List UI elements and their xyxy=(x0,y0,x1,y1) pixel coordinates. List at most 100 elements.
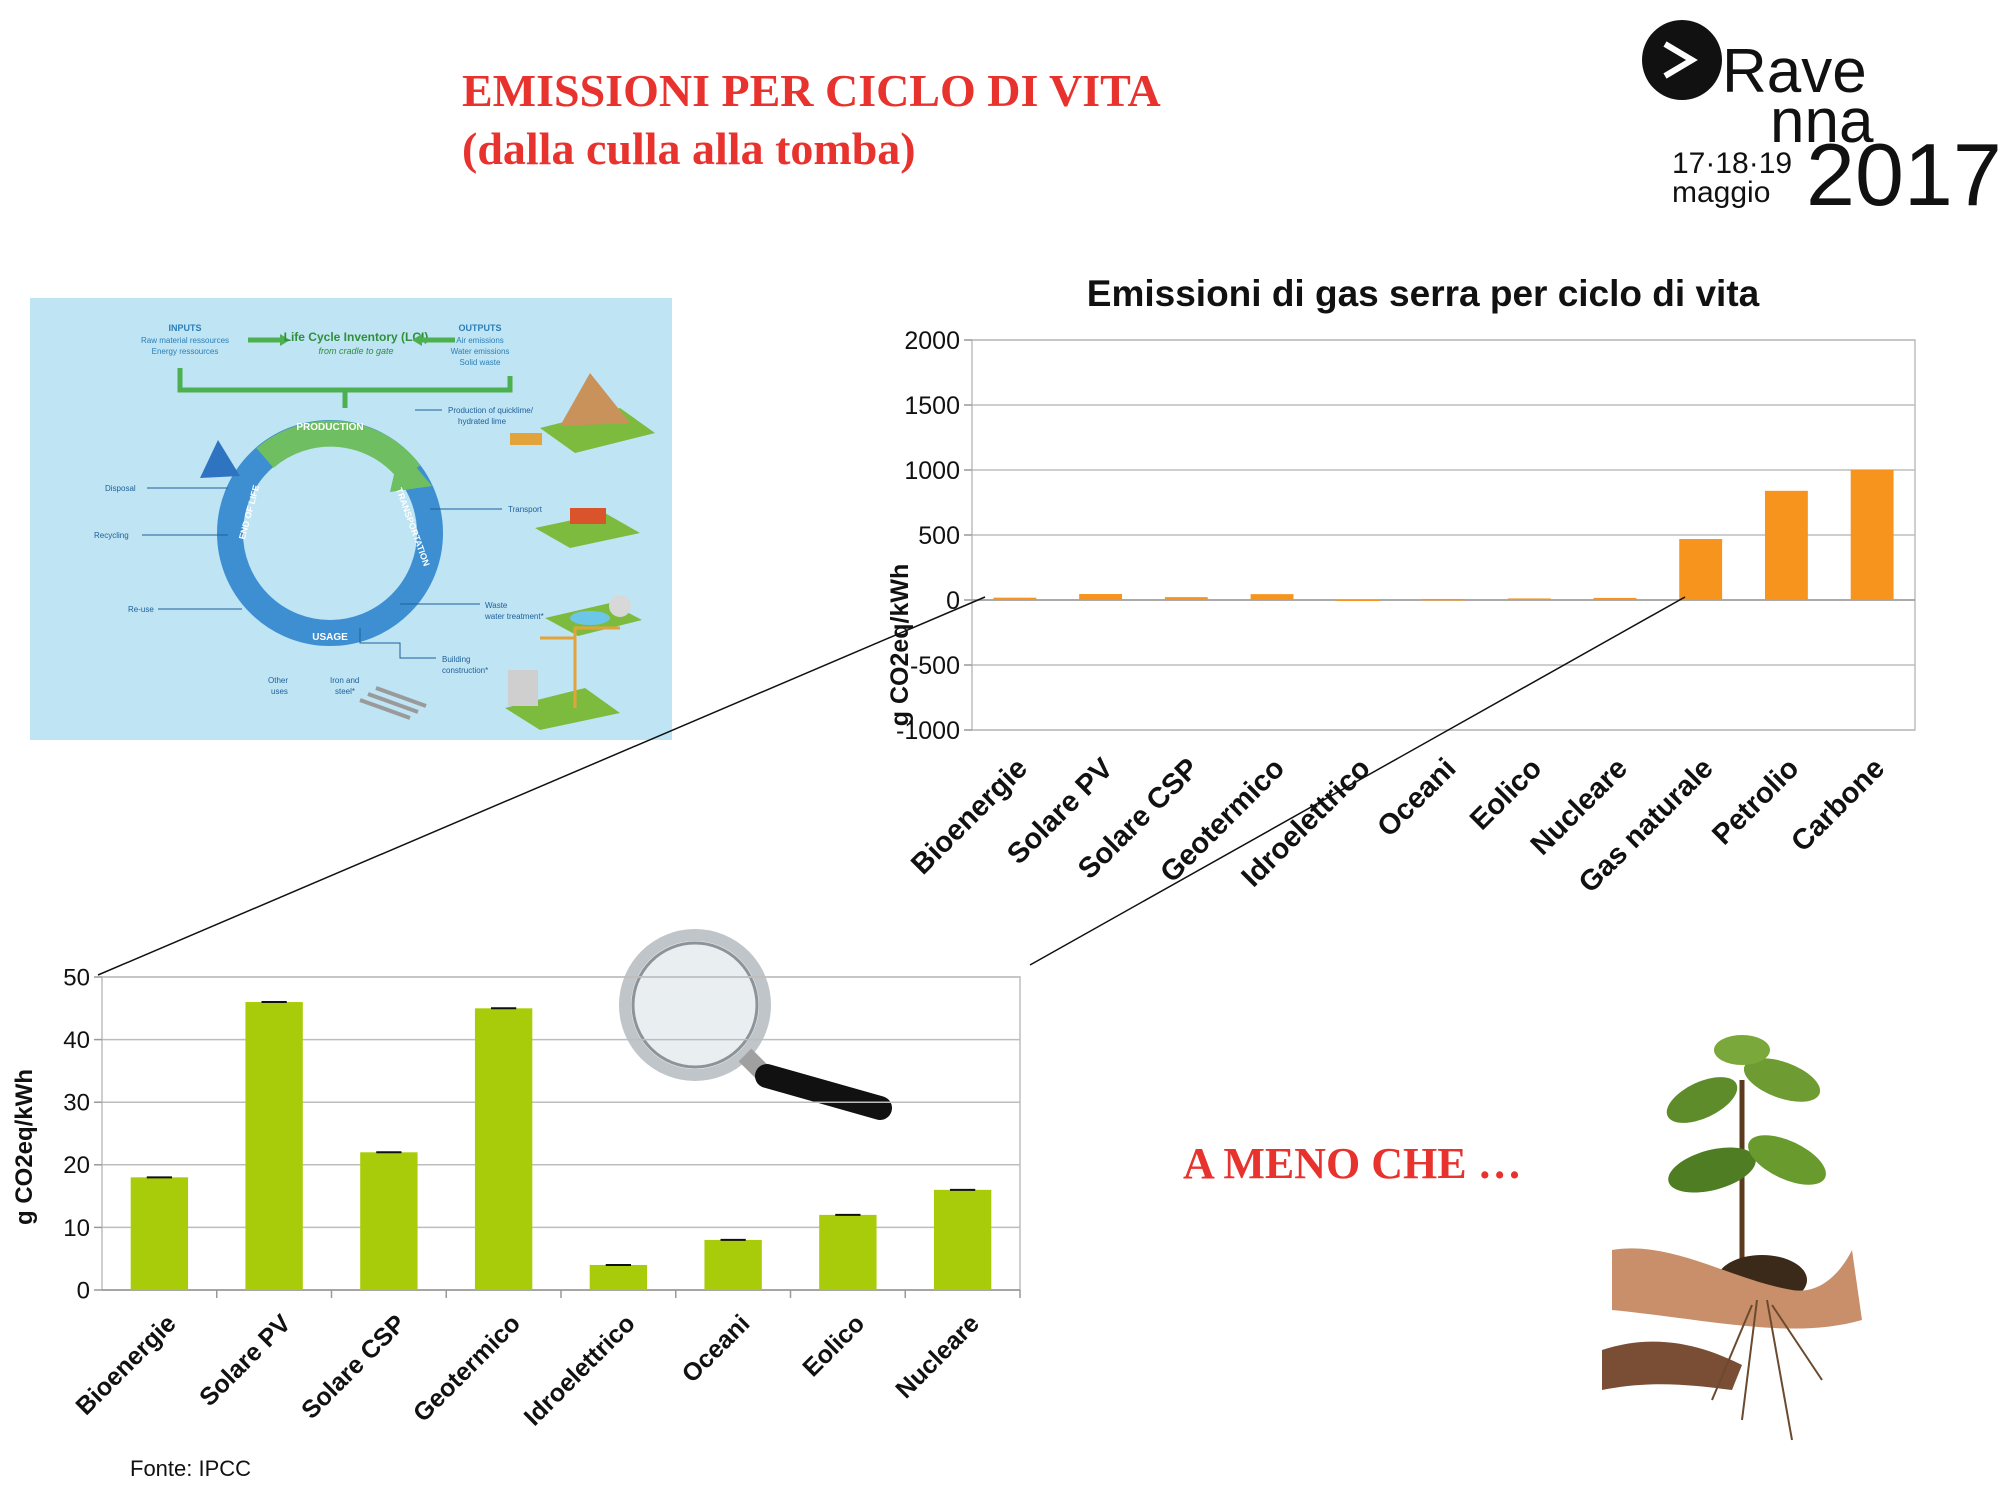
bar xyxy=(1507,598,1551,600)
y-tick-label: 0 xyxy=(946,587,960,615)
logo-month: maggio xyxy=(1672,176,1770,209)
label-disposal: Disposal xyxy=(105,484,136,493)
slide-title: EMISSIONI PER CICLO DI VITA (dalla culla… xyxy=(462,62,1161,178)
leader-lines-right xyxy=(359,409,502,659)
lci-subtitle: from cradle to gate xyxy=(318,346,393,356)
label-other: Other xyxy=(268,676,288,685)
label-water-treatment: water treatment* xyxy=(484,612,544,621)
bar xyxy=(1850,469,1894,600)
transport-truck-icon xyxy=(570,508,606,524)
y-tick-label: 0 xyxy=(77,1277,90,1304)
chart-title: Emissioni di gas serra per ciclo di vita xyxy=(1087,273,1760,314)
label-transport: Transport xyxy=(508,505,543,514)
stage-usage: USAGE xyxy=(312,632,348,643)
x-tick-label: Solare CSP xyxy=(296,1309,411,1424)
logo-circle xyxy=(1642,20,1722,100)
source-note: Fonte: IPCC xyxy=(130,1456,252,1481)
label-building: Building xyxy=(442,655,470,664)
y-tick-label: 30 xyxy=(63,1090,90,1117)
truck-icon xyxy=(510,433,542,445)
bar xyxy=(1593,597,1637,600)
chart-bars xyxy=(993,469,1894,601)
bar xyxy=(1764,490,1808,600)
outputs-line-1: Air emissions xyxy=(456,336,504,345)
building-tile xyxy=(505,688,620,730)
y-tick-label: 1500 xyxy=(904,392,960,420)
y-axis-label: g CO2eq/kWh xyxy=(11,1069,38,1225)
stage-production: PRODUCTION xyxy=(296,422,363,433)
label-recycling: Recycling xyxy=(94,531,129,540)
chevron-right-icon xyxy=(1663,41,1698,79)
water-basin-icon xyxy=(570,611,610,625)
emissions-chart-full: Emissioni di gas serra per ciclo di vita… xyxy=(886,273,1916,899)
y-tick-labels: 0 10 20 30 40 50 xyxy=(63,964,90,1304)
y-tick-label: 1000 xyxy=(904,457,960,485)
emissions-chart-renewables: 0 10 20 30 40 50 Bioenergie Solare PV Solare CS… xyxy=(11,964,1021,1431)
lci-title: Life Cycle Inventory (LCI) xyxy=(284,330,429,344)
y-axis-label: g CO2eq/kWh xyxy=(886,564,914,727)
outputs-title: OUTPUTS xyxy=(458,323,501,333)
bar xyxy=(245,1002,303,1290)
label-waste: Waste xyxy=(485,601,508,610)
y-tick-label: -500 xyxy=(910,652,960,680)
crane-icon xyxy=(540,626,620,708)
title-line-1: EMISSIONI PER CICLO DI VITA xyxy=(462,65,1161,116)
chart-grid xyxy=(94,976,1021,1298)
label-construction: construction* xyxy=(442,666,488,675)
bar xyxy=(589,1264,648,1290)
ravenna-2017-logo: Rave nna 17·18·19 maggio 2017 xyxy=(1642,20,2000,220)
road-tile xyxy=(535,513,640,548)
bar xyxy=(1679,539,1723,600)
end-of-life-arrow-icon xyxy=(200,440,240,478)
chart-grid xyxy=(964,339,1916,731)
title-line-2: (dalla culla alla tomba) xyxy=(462,123,916,174)
x-tick-label: Eolico xyxy=(797,1309,870,1382)
silo-icon xyxy=(609,595,631,617)
y-tick-label: 50 xyxy=(63,964,90,991)
x-tick-label: Bioenergie xyxy=(70,1309,181,1420)
bar xyxy=(993,597,1037,600)
plot-frame xyxy=(101,976,1021,1291)
inputs-line-1: Raw material ressources xyxy=(141,336,229,345)
zoom-line-left xyxy=(97,596,986,976)
outputs-line-2: Water emissions xyxy=(451,347,510,356)
y-tick-label: -1000 xyxy=(896,717,960,745)
logo-word-1: Rave xyxy=(1722,37,1867,106)
y-tick-label: 40 xyxy=(63,1027,90,1054)
production-arc xyxy=(256,420,421,482)
quarry-icon xyxy=(560,373,630,426)
y-tick-label: 2000 xyxy=(904,327,960,355)
label-uses: uses xyxy=(271,687,288,696)
call-to-action-text: A MENO CHE … xyxy=(1183,1139,1522,1188)
logo-dates: 17·18·19 xyxy=(1672,147,1792,180)
bar xyxy=(1336,599,1380,601)
bar xyxy=(1422,598,1465,601)
production-arrow-icon xyxy=(390,448,432,492)
bar xyxy=(933,1189,992,1290)
logo-word-2: nna xyxy=(1770,87,1874,156)
label-iron: Iron and xyxy=(330,676,359,685)
leader-lines-left xyxy=(142,487,242,610)
x-tick-label: Oceani xyxy=(677,1309,756,1388)
bar xyxy=(819,1214,877,1290)
y-tick-label: 20 xyxy=(63,1152,90,1179)
chart-bars xyxy=(130,1001,992,1290)
arrow-head-icon xyxy=(280,334,290,346)
y-tick-label: 10 xyxy=(63,1215,90,1242)
label-reuse: Re-use xyxy=(128,605,154,614)
steel-beams-icon xyxy=(359,686,427,720)
y-tick-labels: -1000 -500 0 500 1000 1500 2000 xyxy=(896,327,960,745)
x-tick-label: Solare PV xyxy=(194,1309,297,1412)
y-tick-label: 500 xyxy=(918,522,960,550)
label-production-of: Production of quicklime/ xyxy=(448,406,534,415)
bar xyxy=(704,1239,762,1290)
x-tick-label: Geotermico xyxy=(408,1309,526,1427)
label-hydrated: hydrated lime xyxy=(458,417,507,426)
life-cycle-diagram: INPUTS Raw material ressources Energy re… xyxy=(30,298,672,740)
bar xyxy=(1079,594,1123,600)
zoom-line-right xyxy=(1029,596,1686,966)
inputs-line-2: Energy ressources xyxy=(152,347,219,356)
plant-in-hands-image xyxy=(1602,1035,1862,1441)
x-tick-label: Nucleare xyxy=(890,1309,985,1404)
